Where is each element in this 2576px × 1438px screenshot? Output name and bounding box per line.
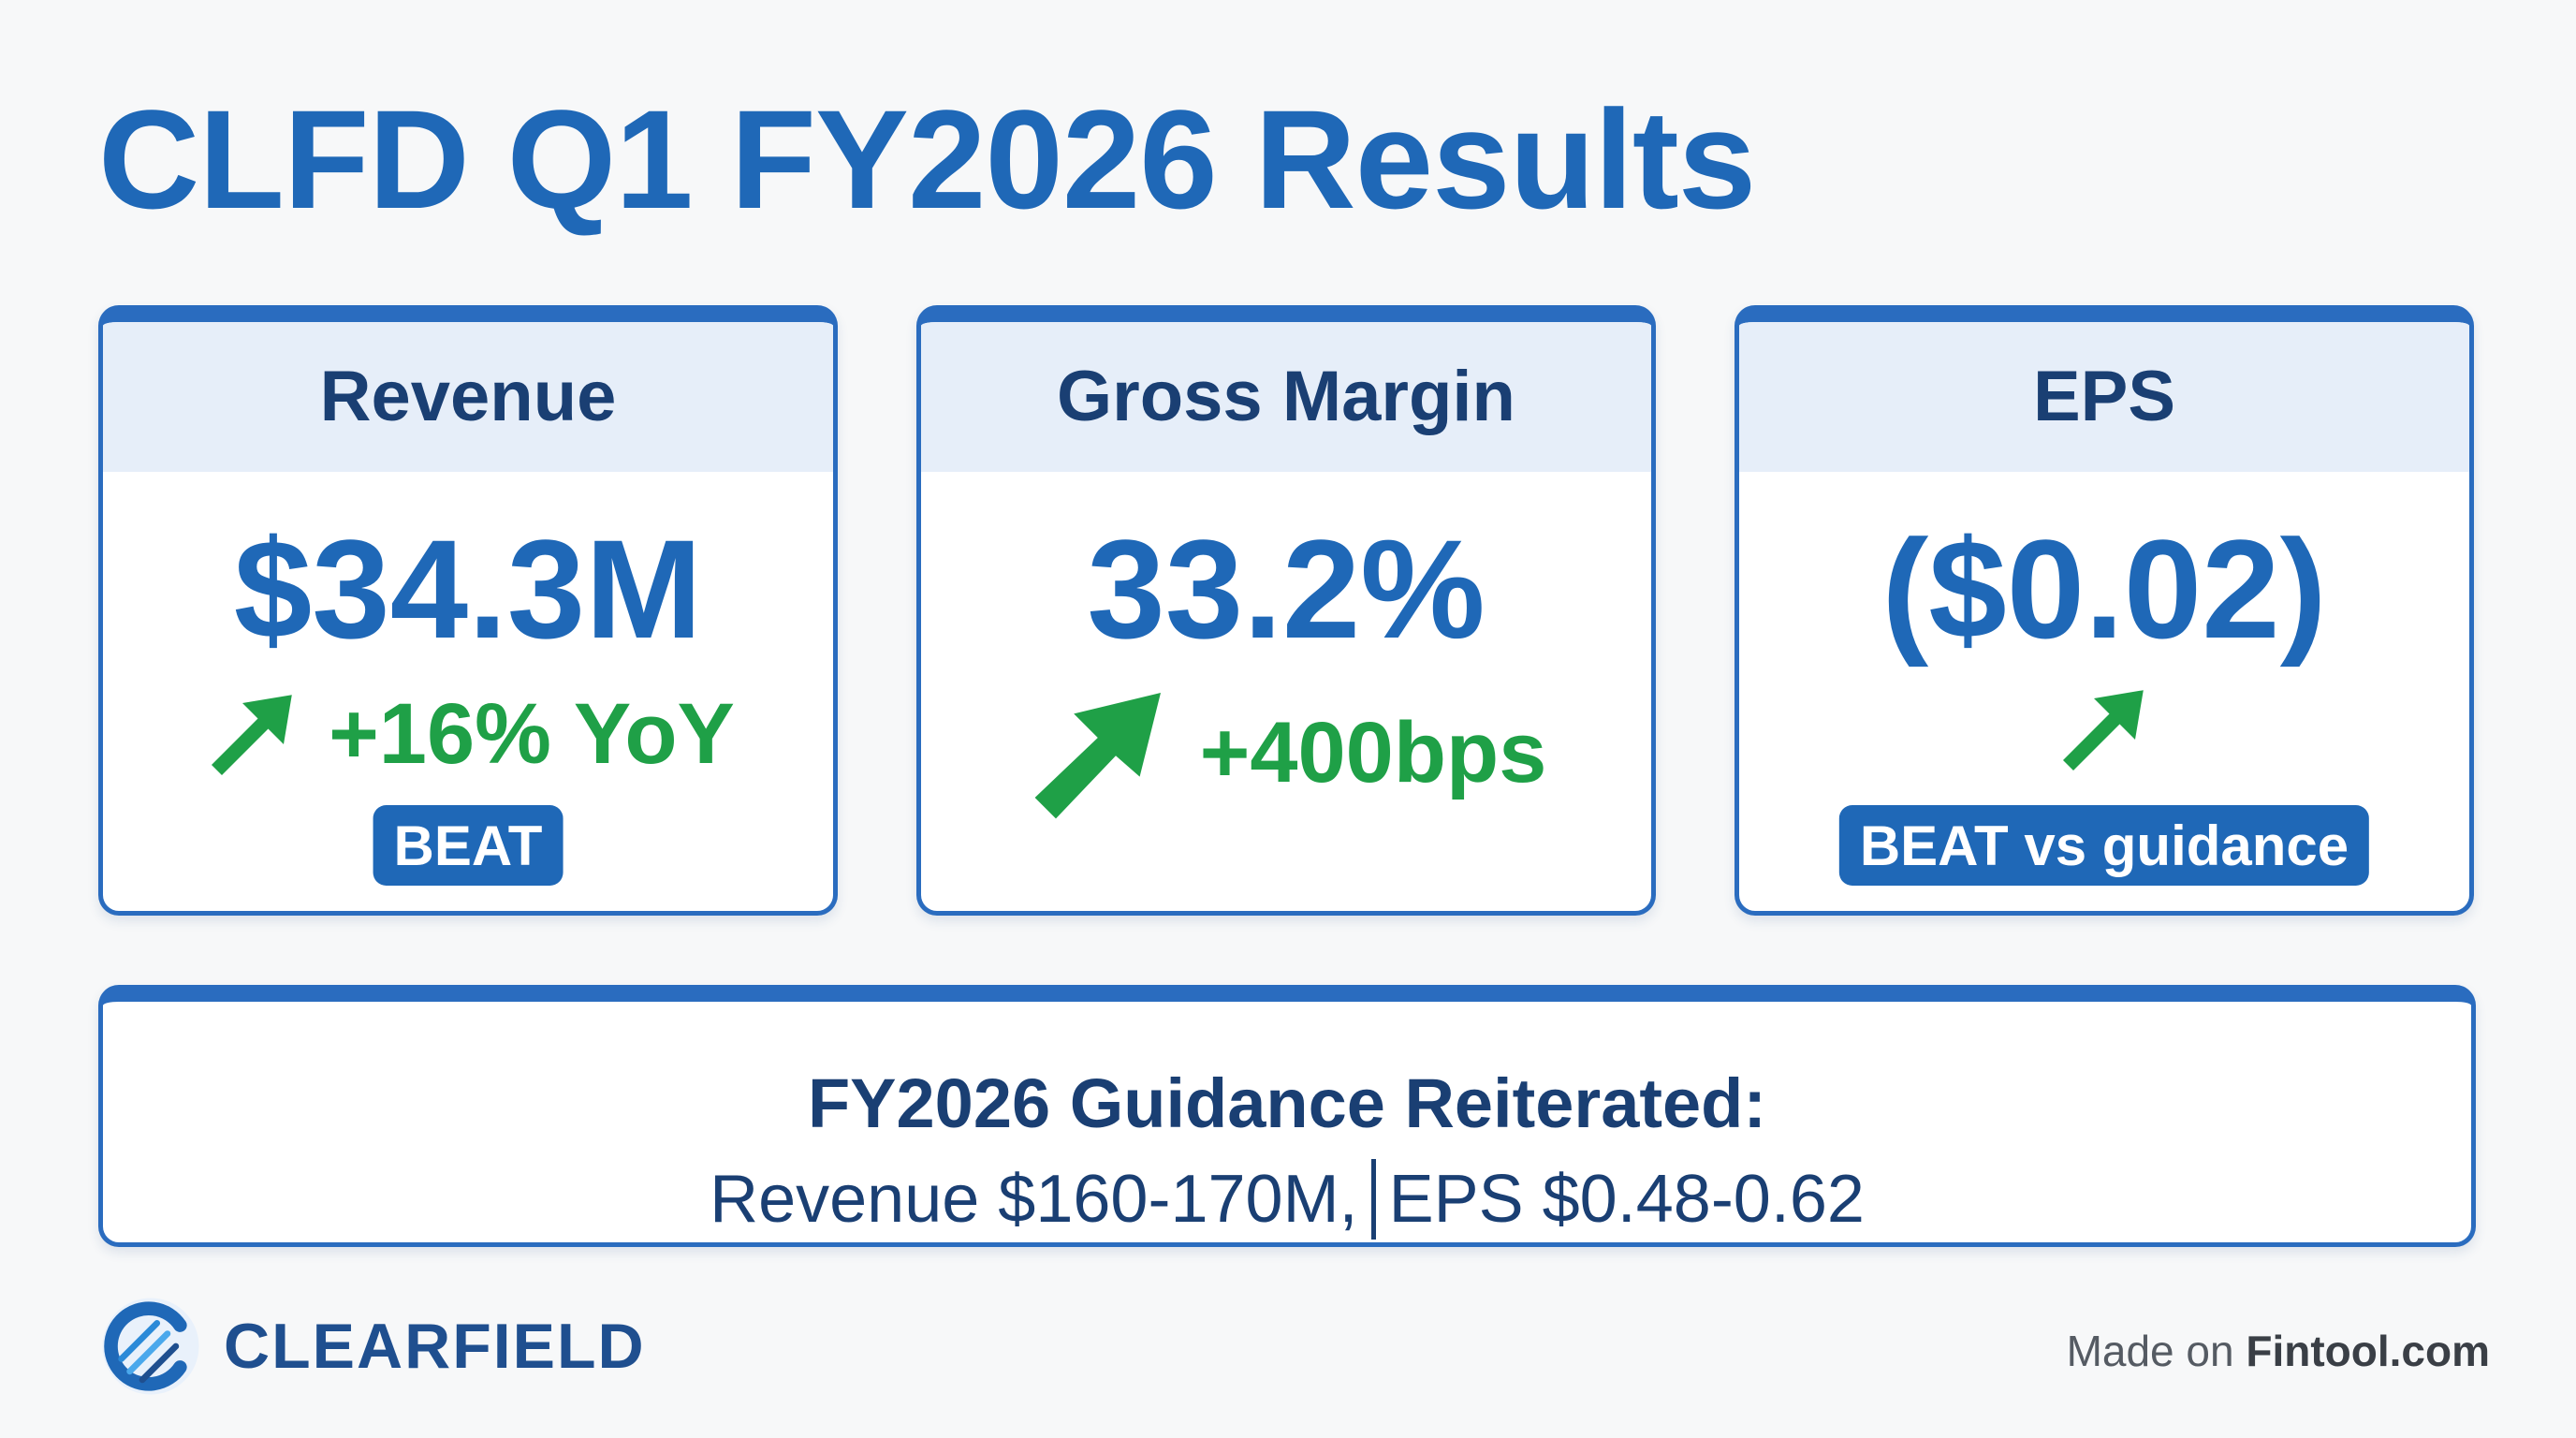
revenue-card: Revenue $34.3M +16% YoY BEAT	[98, 305, 838, 916]
eps-card: EPS ($0.02) BEAT vs guidance	[1734, 305, 2474, 916]
up-right-arrow-icon	[1034, 693, 1161, 819]
guidance-divider	[1370, 1159, 1376, 1240]
beat-badge: BEAT	[373, 805, 564, 886]
footer-brand: Fintool.com	[2246, 1327, 2490, 1375]
guidance-details: Revenue $160-170M, EPS $0.48-0.62	[103, 1159, 2471, 1240]
logo-wordmark: CLEARFIELD	[224, 1311, 646, 1382]
gross-margin-change-row: +400bps	[921, 678, 1651, 828]
card-header: Revenue	[103, 322, 833, 472]
card-header: Gross Margin	[921, 322, 1651, 472]
gross-margin-value: 33.2%	[1087, 510, 1486, 668]
guidance-eps: EPS $0.48-0.62	[1388, 1162, 1865, 1237]
guidance-banner: FY2026 Guidance Reiterated: Revenue $160…	[98, 985, 2476, 1247]
up-right-arrow-icon	[2063, 690, 2144, 770]
card-header: EPS	[1739, 322, 2469, 472]
card-label: EPS	[2032, 357, 2176, 436]
footer-credit: Made on Fintool.com	[2067, 1326, 2490, 1376]
revenue-change: +16% YoY	[329, 686, 735, 782]
eps-value: ($0.02)	[1881, 510, 2327, 668]
clearfield-logo-icon	[102, 1298, 199, 1395]
gross-margin-change: +400bps	[1199, 705, 1547, 800]
gross-margin-card: Gross Margin 33.2% +400bps	[916, 305, 1656, 916]
eps-change-row	[1739, 678, 2469, 781]
revenue-value: $34.3M	[233, 510, 703, 668]
card-label: Revenue	[319, 357, 617, 436]
guidance-revenue: Revenue $160-170M,	[710, 1162, 1358, 1237]
page-title: CLFD Q1 FY2026 Results	[98, 81, 1756, 238]
revenue-change-row: +16% YoY	[103, 682, 833, 785]
clearfield-logo: CLEARFIELD	[98, 1294, 646, 1399]
beat-vs-guidance-badge: BEAT vs guidance	[1838, 805, 2370, 886]
up-right-arrow-icon	[212, 695, 292, 775]
card-label: Gross Margin	[1057, 357, 1515, 436]
footer-prefix: Made on	[2066, 1327, 2234, 1375]
guidance-title: FY2026 Guidance Reiterated:	[807, 1064, 1767, 1142]
